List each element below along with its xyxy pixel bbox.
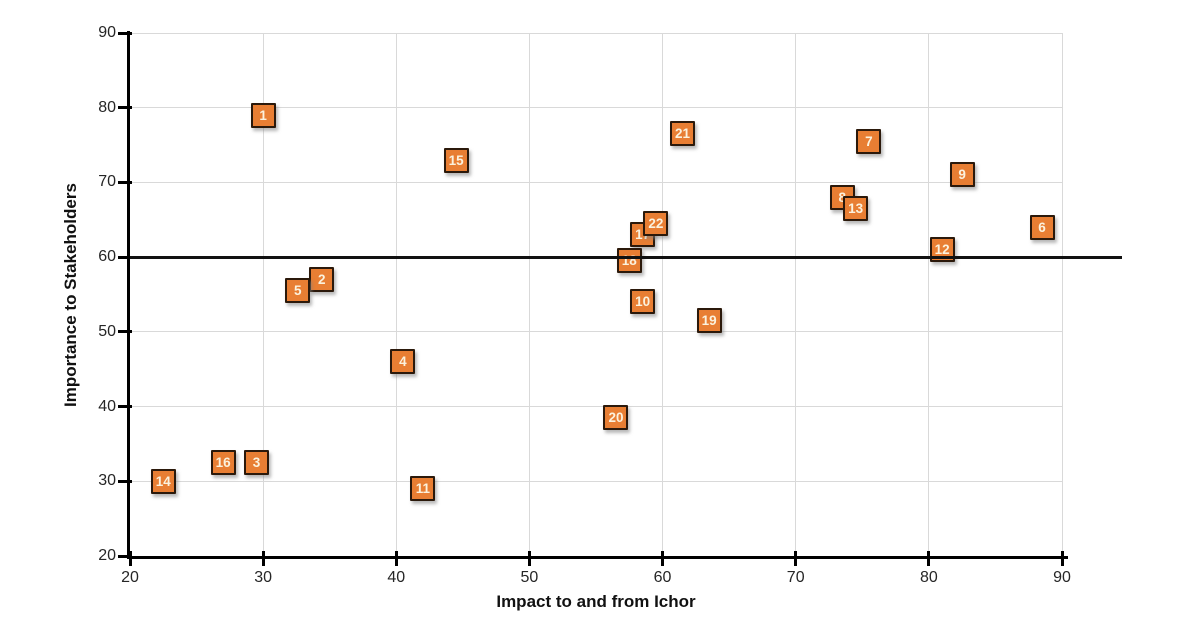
- x-axis-tick: [927, 551, 931, 566]
- scatter-point: 10: [630, 289, 656, 315]
- y-tick-label: 70: [98, 173, 116, 191]
- vertical-gridline: [395, 33, 397, 556]
- horizontal-gridline: [130, 406, 1062, 408]
- scatter-point: 16: [210, 450, 236, 476]
- x-tick-label: 90: [1053, 569, 1071, 586]
- reference-line: [130, 255, 1122, 259]
- y-axis-line: [127, 31, 130, 559]
- y-tick-label: 80: [98, 98, 116, 116]
- y-tick-label: 60: [98, 248, 116, 266]
- x-axis-title: Impact to and from Ichor: [496, 592, 696, 611]
- x-axis-tick: [794, 551, 798, 566]
- x-axis-tick: [394, 551, 398, 566]
- x-axis-tick: [1060, 551, 1064, 566]
- x-tick-label: 30: [254, 569, 273, 586]
- y-axis-title: Importance to Stakeholders: [61, 182, 80, 407]
- x-axis-tick: [128, 551, 132, 566]
- scatter-point: 18: [616, 248, 642, 274]
- scatter-point: 2: [309, 267, 335, 293]
- scatter-point: 14: [150, 468, 176, 494]
- x-tick-label: 80: [919, 569, 938, 586]
- scatter-point: 11: [410, 476, 436, 502]
- scatter-point: 15: [443, 147, 469, 173]
- scatter-point: 3: [243, 450, 269, 476]
- scatter-point: 7: [856, 128, 882, 154]
- x-tick-label: 20: [121, 569, 139, 586]
- x-axis-tick: [661, 551, 665, 566]
- x-tick-label: 50: [520, 569, 539, 586]
- scatter-point: 5: [285, 277, 311, 303]
- y-tick-label: 50: [98, 322, 116, 340]
- y-axis-tick: [118, 479, 132, 483]
- y-axis-tick: [118, 330, 132, 334]
- vertical-gridline: [262, 33, 264, 556]
- y-tick-label: 40: [98, 397, 116, 415]
- x-axis-line: [127, 556, 1068, 559]
- y-axis-tick: [118, 255, 132, 259]
- vertical-gridline: [528, 33, 530, 556]
- x-tick-label: 40: [387, 569, 406, 586]
- scatter-point: 22: [643, 211, 669, 237]
- scatter-point: 20: [603, 405, 629, 431]
- scatter-point: 19: [696, 308, 722, 334]
- horizontal-gridline: [130, 480, 1062, 482]
- y-axis-tick: [118, 554, 132, 558]
- y-axis-tick: [118, 180, 132, 184]
- scatter-point: 1: [250, 102, 276, 128]
- vertical-gridline: [928, 33, 930, 556]
- scatter-point: 21: [670, 121, 696, 147]
- y-tick-label: 20: [98, 547, 116, 564]
- x-tick-label: 60: [653, 569, 672, 586]
- x-axis-tick: [527, 551, 531, 566]
- vertical-gridline: [662, 33, 664, 556]
- horizontal-gridline: [130, 32, 1062, 34]
- horizontal-gridline: [130, 331, 1062, 333]
- vertical-gridline: [1061, 33, 1063, 556]
- horizontal-gridline: [130, 181, 1062, 183]
- y-axis-tick: [118, 31, 132, 35]
- y-tick-label: 30: [98, 472, 116, 490]
- x-axis-tick: [261, 551, 265, 566]
- scatter-point: 9: [949, 162, 975, 188]
- y-tick-label: 90: [98, 24, 116, 41]
- y-axis-tick: [118, 106, 132, 110]
- horizontal-gridline: [130, 107, 1062, 109]
- scatter-point: 4: [390, 349, 416, 375]
- y-axis-tick: [118, 405, 132, 409]
- vertical-gridline: [795, 33, 797, 556]
- x-tick-label: 70: [786, 569, 805, 586]
- scatter-point: 6: [1029, 214, 1055, 240]
- scatter-point: 13: [843, 196, 869, 222]
